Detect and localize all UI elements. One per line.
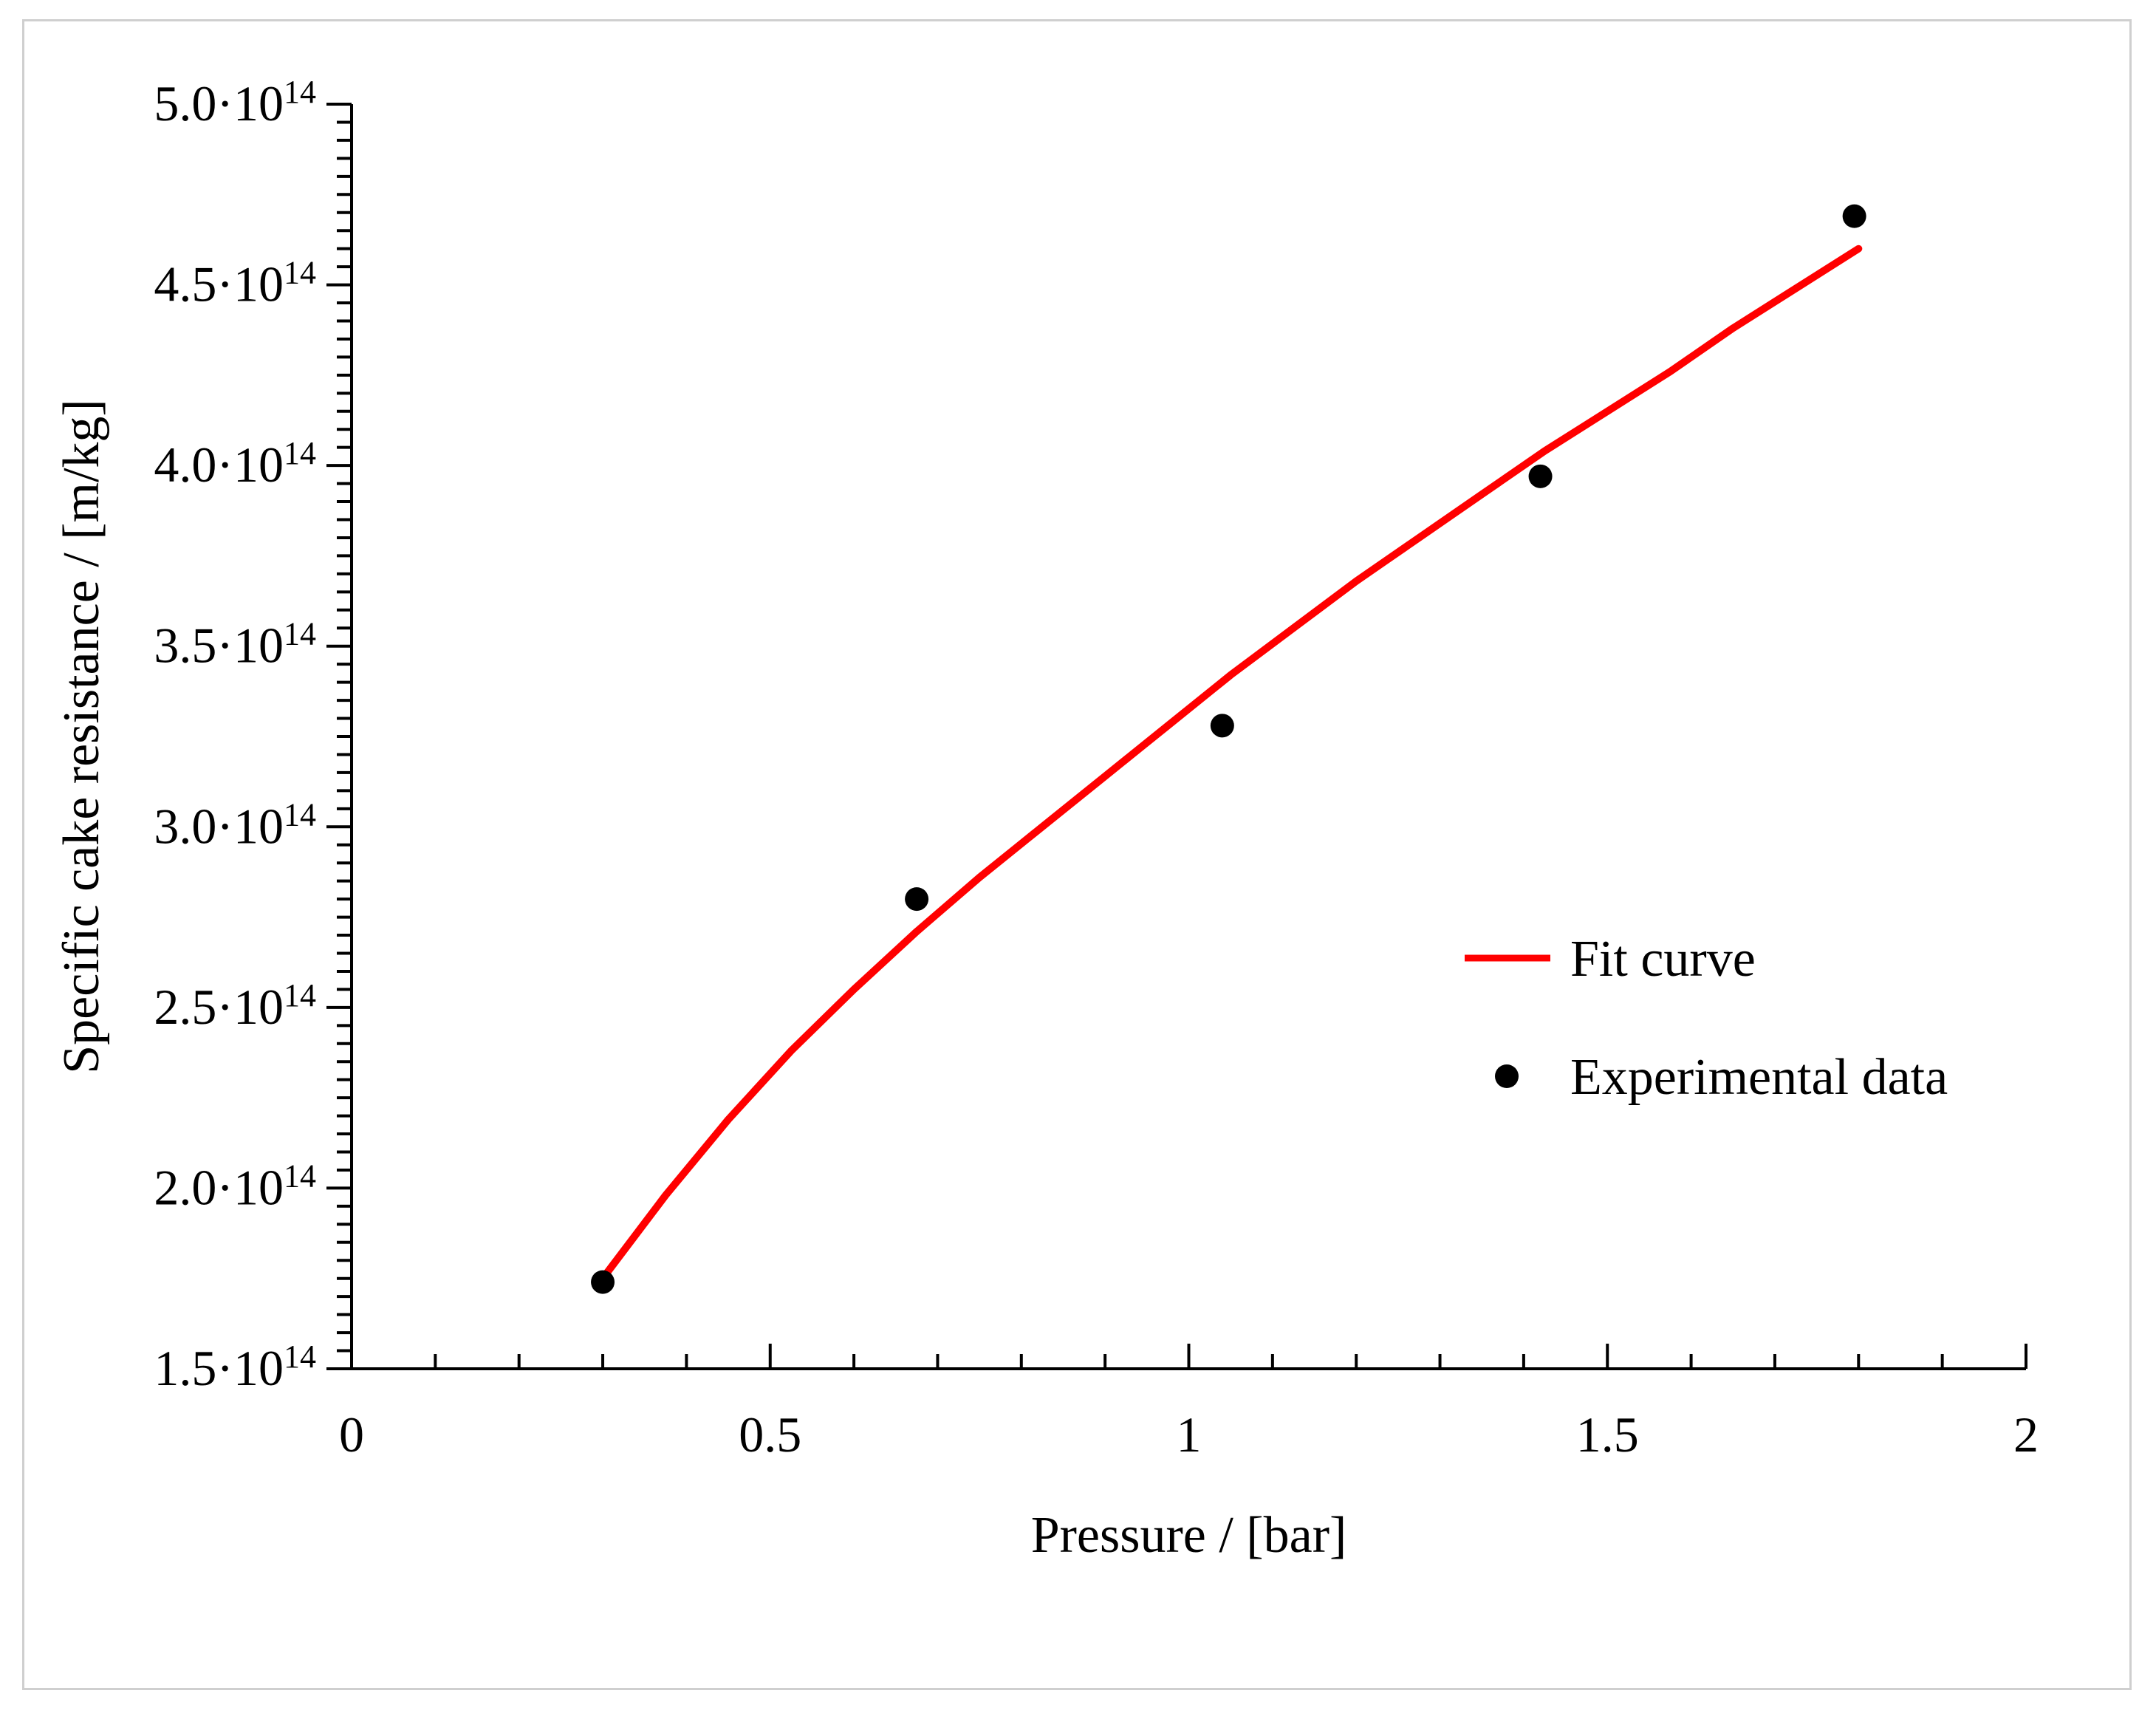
y-tick-label: 4.5·1014 <box>154 255 316 312</box>
y-tick-label: 3.0·1014 <box>154 796 316 854</box>
experimental-data-point <box>1842 204 1866 228</box>
y-tick-labels: 1.5·1014 2.0·1014 2.5·1014 3.0·1014 3.5·1014… <box>154 74 316 1396</box>
axis-ticks <box>326 103 2027 1370</box>
y-tick-label: 3.5·1014 <box>154 616 316 674</box>
legend: Fit curve Experimental data <box>1465 931 1948 1106</box>
x-tick-label: 0.5 <box>739 1406 801 1463</box>
figure-frame: 1.5·1014 2.0·1014 2.5·1014 3.0·1014 3.5·1014… <box>22 19 2132 1690</box>
y-tick-label: 2.0·1014 <box>154 1158 316 1215</box>
y-tick-label: 1.5·1014 <box>154 1338 316 1396</box>
chart: 1.5·1014 2.0·1014 2.5·1014 3.0·1014 3.5·1014… <box>53 74 2039 1564</box>
y-tick-label: 5.0·1014 <box>154 74 316 131</box>
x-tick-labels: 0 0.5 1 1.5 2 <box>339 1406 2039 1463</box>
y-tick-label: 4.0·1014 <box>154 435 316 493</box>
fit-curve-line <box>599 245 1863 1282</box>
experimental-data-point <box>1210 714 1234 738</box>
x-tick-label: 1 <box>1177 1406 1202 1463</box>
x-tick-label: 0 <box>339 1406 364 1463</box>
legend-data-swatch <box>1495 1064 1519 1088</box>
experimental-data-point <box>905 887 929 912</box>
legend-data-label: Experimental data <box>1570 1049 1948 1106</box>
x-tick-label: 2 <box>2013 1406 2039 1463</box>
x-tick-label: 1.5 <box>1576 1406 1639 1463</box>
experimental-data-point <box>1528 464 1553 488</box>
y-axis-label: Specific cake resistance / [m/kg] <box>53 399 110 1074</box>
series-layer <box>591 204 1866 1294</box>
x-axis-label: Pressure / [bar] <box>1031 1507 1347 1564</box>
legend-fit-label: Fit curve <box>1570 931 1756 988</box>
y-tick-label: 2.5·1014 <box>154 977 316 1035</box>
axes <box>350 104 2026 1370</box>
experimental-data-point <box>591 1270 615 1294</box>
